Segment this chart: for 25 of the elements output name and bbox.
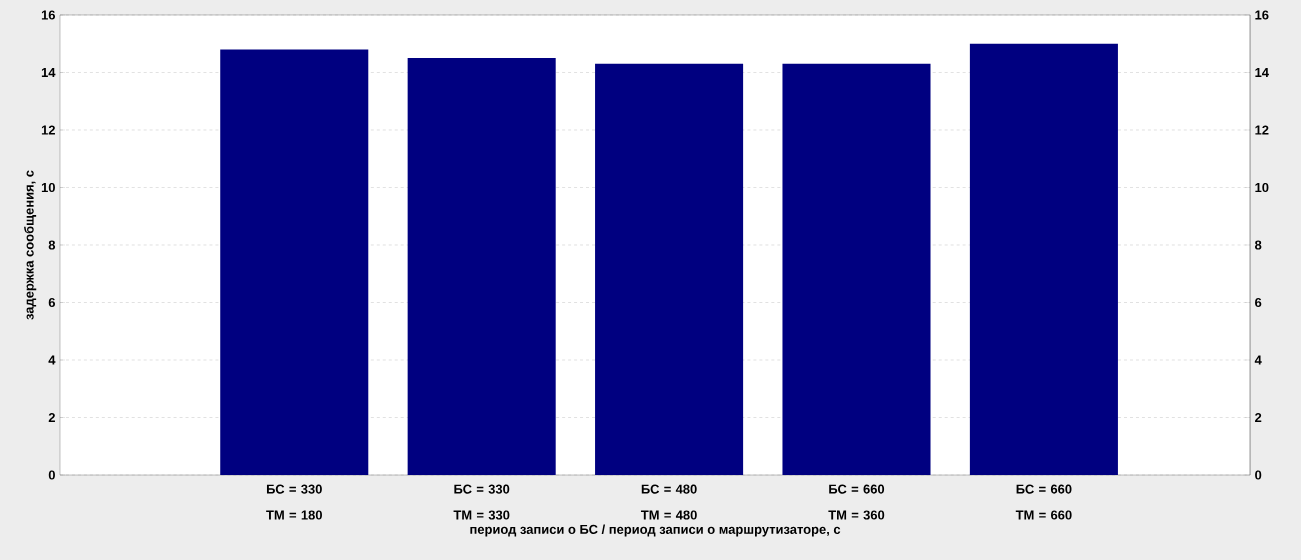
y-tick-label: 2	[48, 412, 55, 423]
category-label: БС = 330 ТМ = 330	[453, 484, 510, 520]
y2-tick-label: 8	[1254, 240, 1262, 250]
y2-tick-label: 16	[1255, 10, 1269, 20]
y2-tick-label: 2	[1255, 412, 1262, 423]
y2-tick-label: 0	[1255, 470, 1262, 480]
y-tick-label: 4	[48, 355, 56, 365]
y-axis-title: задержка сообщения, с	[24, 170, 37, 320]
y2-tick-label: 4	[1254, 355, 1262, 365]
y2-tick-label: 12	[1255, 125, 1269, 135]
y-tick-label: 16	[41, 10, 56, 20]
y-tick-label: 10	[41, 182, 55, 193]
category-label: БС = 660 ТМ = 660	[1015, 484, 1072, 520]
y2-tick-label: 10	[1255, 182, 1269, 193]
y-tick-label: 8	[48, 240, 56, 250]
category-label: БС = 660 ТМ = 360	[828, 484, 885, 520]
y2-tick-label: 14	[1255, 68, 1269, 77]
y-tick-label: 6	[48, 297, 56, 308]
category-label: БС = 330 ТМ = 180	[266, 484, 322, 520]
x-axis-title: период записи о БС / период записи о маршрутизаторе, с	[470, 524, 841, 537]
y2-tick-label: 6	[1255, 297, 1262, 308]
category-label: БС = 480 ТМ = 480	[640, 484, 697, 520]
y-tick-label: 12	[41, 125, 55, 135]
y-tick-label: 14	[41, 68, 56, 77]
y-tick-label: 0	[48, 470, 55, 480]
